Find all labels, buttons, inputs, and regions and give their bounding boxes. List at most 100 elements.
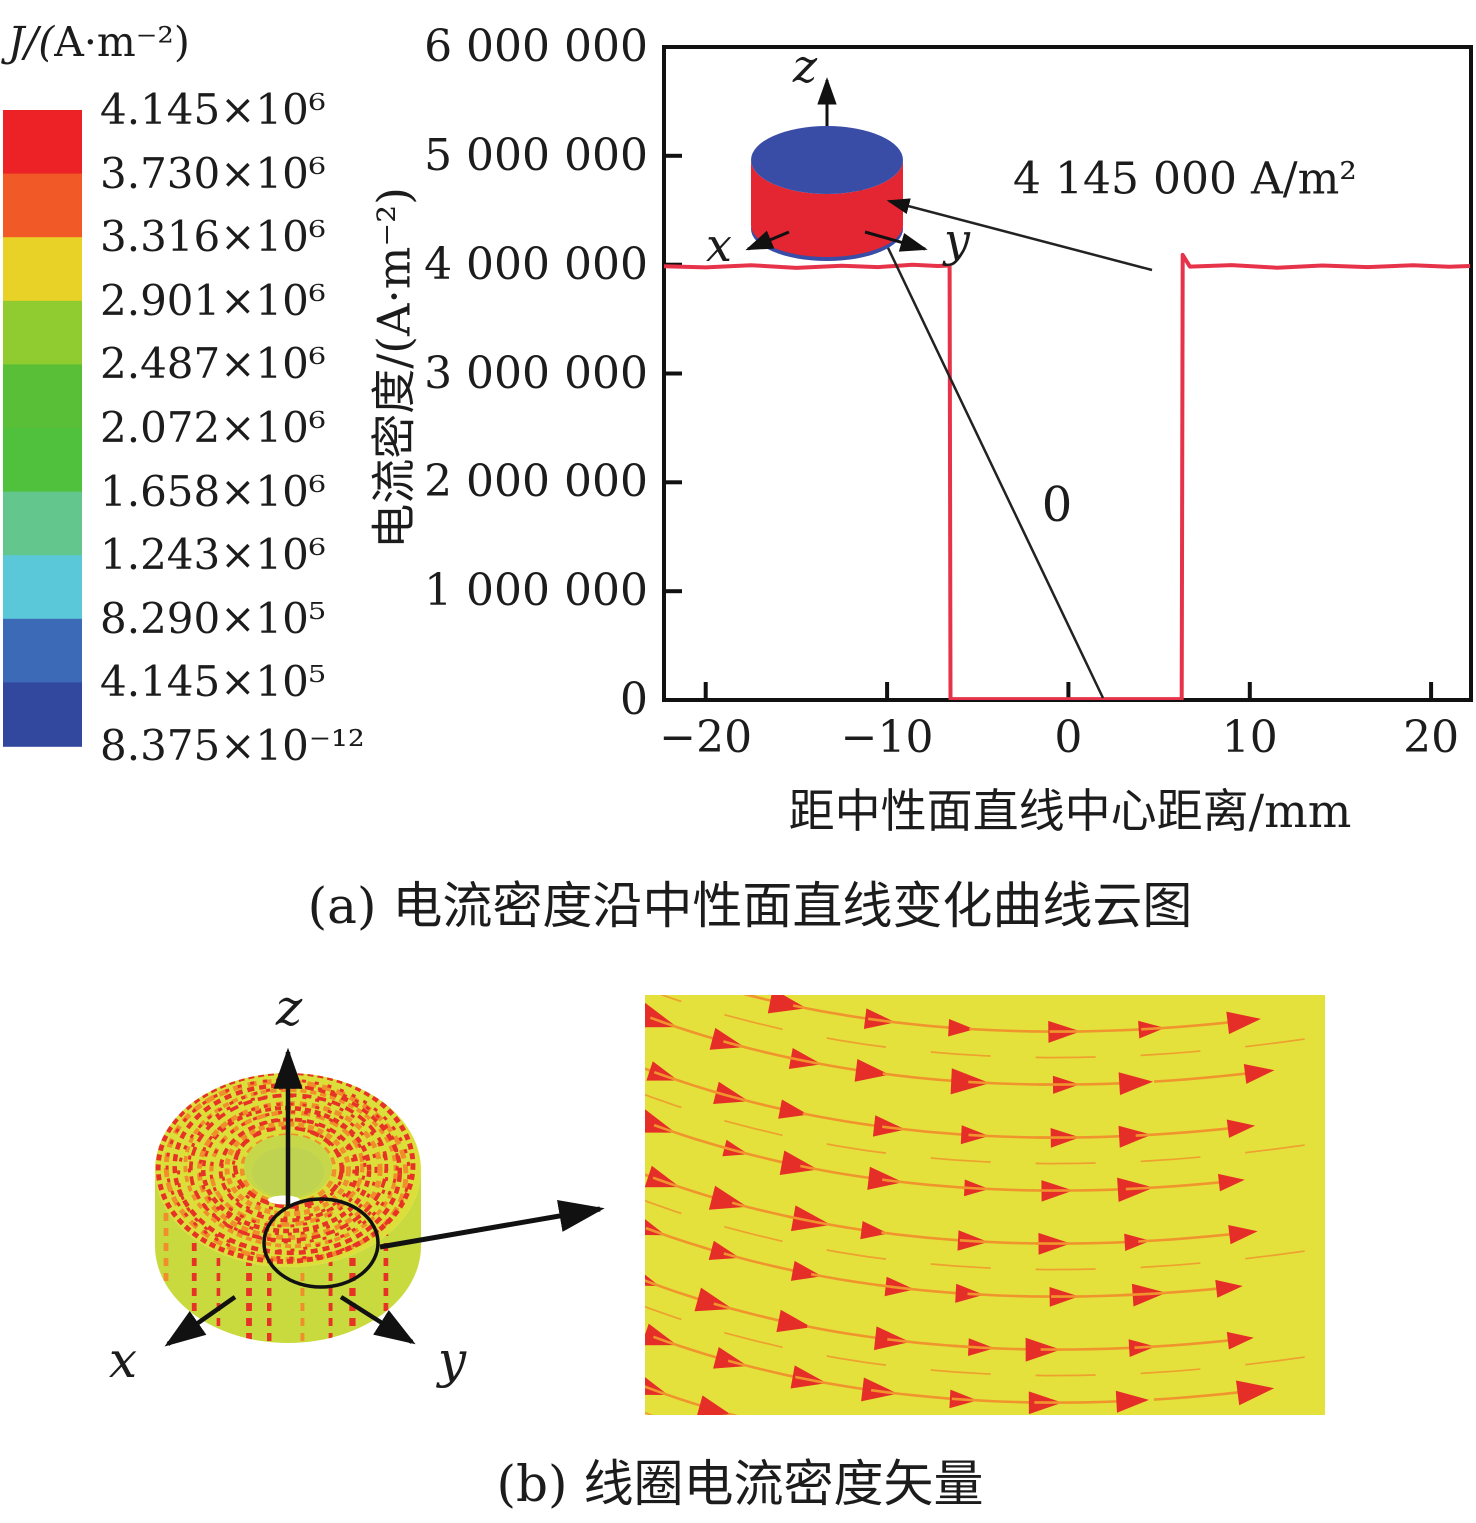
coil-winding-ring [188,1093,389,1243]
vector-arrowhead [863,1008,896,1029]
vector-tail [1134,1338,1238,1349]
vector-arrowhead [867,1166,903,1190]
vector-tail [786,1214,875,1233]
zoom-region-circle [262,1197,380,1289]
coil-winding-ring [209,1110,367,1228]
vector-arrowhead [1226,1011,1261,1035]
vector-tail [1137,1445,1240,1453]
vector-tail [1049,1027,1150,1033]
vector-arrowhead [872,1115,906,1137]
vector-arrowhead [1047,1443,1086,1469]
inset-z-axis-label: z [792,39,818,93]
caption-a: (a) 电流密度沿中性面直线变化曲线云图 [307,877,1193,935]
vector-arrowhead [1115,1390,1149,1413]
y-tick-label: 3 000 000 [424,347,648,399]
legend-color-band [3,491,82,556]
legend-color-band [3,173,82,238]
legend-title: J/(A·m⁻²) [8,18,190,66]
vector-arrowhead [1226,1119,1256,1138]
vector-arrowhead [1226,1331,1254,1350]
y-tick-label: 6 000 000 [424,21,648,72]
vector-arrowhead [1124,1233,1151,1251]
legend-value-label: 2.072×10⁶ [100,403,326,452]
legend-value-label: 4.145×10⁵ [100,657,326,707]
vector-arrowhead [1215,1279,1243,1298]
coil-z-axis-label: z [275,979,303,1037]
vector-arrowhead [854,1059,890,1082]
vector-arrowhead [1218,1173,1245,1192]
legend-color-band [3,555,82,620]
legend-value-label: 4.145×10⁶ [100,85,326,134]
coil-winding-ring [172,1083,403,1256]
legend-value-label: 1.243×10⁶ [100,530,326,580]
cylinder-top [751,126,903,194]
y-tick-label: 1 000 000 [424,565,648,617]
inset-y-axis-arrow [864,230,928,252]
legend-color-band [3,682,82,747]
zero-value-annotation: 0 [1041,477,1073,533]
vector-tail [975,1453,1072,1455]
vector-tail [882,1125,975,1137]
y-tick-label: 0 [620,674,648,725]
vector-streamline [645,1199,1325,1271]
coil-hole-highlight [268,1195,300,1205]
zero-leader-line [846,163,1105,699]
vector-arrowhead [1236,1380,1275,1406]
coil-winding-ring [183,1088,398,1249]
legend-value-label: 3.730×10⁶ [100,148,326,198]
vector-arrowhead [645,1109,676,1133]
vector-streamline [645,1305,1325,1377]
vector-arrowhead [791,1205,832,1232]
coil-x-axis-arrow [164,1295,237,1347]
x-tick-label: −20 [659,712,753,763]
legend-value-label: 1.658×10⁶ [100,466,326,516]
x-tick-label: 10 [1221,712,1278,763]
axis-ticks [666,153,1434,698]
vector-arrowhead [1230,1438,1257,1456]
vector-tail [967,1292,1064,1298]
x-tick-label: 20 [1403,712,1460,763]
vector-arrowhead [1129,1444,1161,1465]
vector-arrowhead [1228,1225,1258,1245]
y-tick-label: 2 000 000 [424,456,648,508]
vector-tail [1138,1231,1242,1243]
current-density-vectors [637,952,1325,1469]
legend-color-band [3,364,82,429]
vector-tail [868,1017,961,1030]
vector-arrowhead [948,1019,975,1037]
max-value-leader-arrow [886,198,1153,272]
zoom-pointer-arrow [379,1200,605,1250]
vector-arrowhead [798,1422,828,1441]
vector-tail [1046,1453,1146,1456]
vector-arrowhead [645,1219,666,1236]
vector-tail [1035,1240,1135,1245]
vector-arrowhead [860,1221,889,1240]
vector-tail [1040,1346,1140,1351]
vector-tail [882,1178,975,1190]
vector-streamline [659,995,1325,1059]
vector-arrowhead [778,1099,809,1119]
vector-tail [728,1412,738,1415]
vector-arrowhead [645,1377,669,1395]
legend-value-label: 2.901×10⁶ [100,275,326,325]
coil-y-axis-arrow [339,1295,416,1345]
vector-arrowhead [637,952,670,972]
vector-arrowhead [645,1165,680,1188]
vector-arrowhead [874,1326,911,1351]
inset-cylinder [745,77,928,261]
legend-color-band [3,428,82,493]
vector-arrowhead [861,1377,898,1402]
coil-model [155,1047,605,1347]
vector-tail [876,1283,970,1296]
vector-tail [643,962,724,989]
caption-b: (b) 线圈电流密度矢量 [496,1455,984,1513]
vector-arrowhead [1118,1125,1152,1148]
inset-x-axis-label: x [706,218,732,272]
y-axis-title: 电流密度/(A·m⁻²) [367,187,421,549]
coil-winding-ring [177,1085,399,1253]
legend-value-label: 2.487×10⁶ [100,339,326,389]
vector-arrowhead [645,1002,678,1028]
vector-arrowhead [767,995,807,1014]
